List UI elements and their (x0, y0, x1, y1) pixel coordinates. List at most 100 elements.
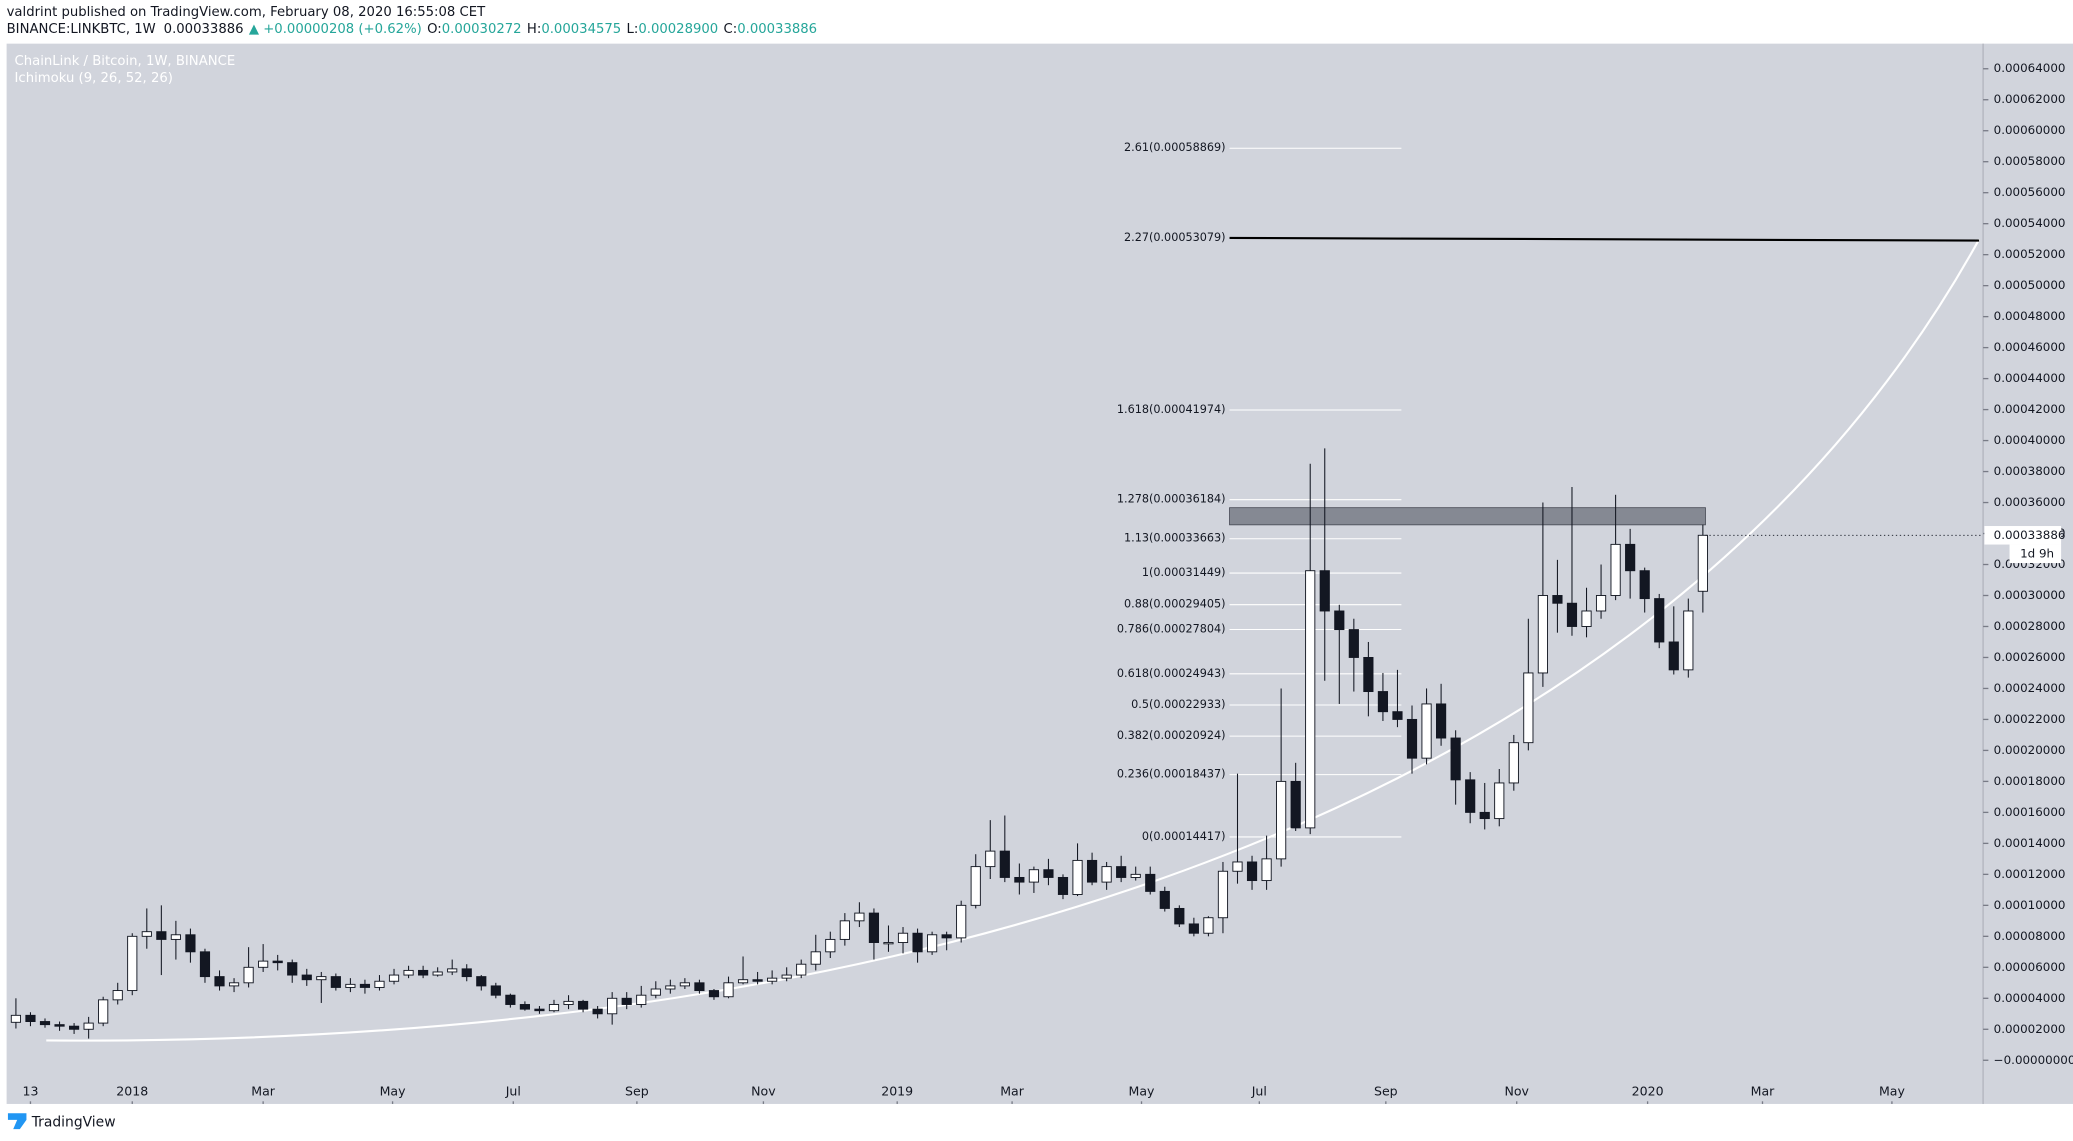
last-price-box (1984, 526, 2062, 545)
y-tick-label: −0.00000000 (1994, 1053, 2073, 1067)
candle-body (810, 951, 821, 965)
candle-body (854, 912, 865, 922)
x-tick-label: Nov (1504, 1084, 1529, 1099)
target-line (1229, 236, 1980, 242)
x-tick-label: 13 (22, 1084, 38, 1099)
candle-body (1101, 866, 1112, 883)
x-tick-label: 2019 (881, 1084, 913, 1099)
y-tick-label: 0.00056000 (1994, 185, 2066, 199)
candle-body (883, 942, 894, 945)
ohlc-key: L: (627, 22, 639, 37)
candle-body (1028, 869, 1039, 883)
candle-body (1421, 703, 1432, 759)
y-tick-label: 0.00048000 (1994, 309, 2066, 323)
candle-body (199, 951, 211, 978)
y-tick-label: 0.00052000 (1994, 247, 2066, 261)
candle-body (927, 934, 938, 953)
fib-label: 0.5(0.00022933) (1131, 698, 1225, 711)
candle-body (1494, 782, 1505, 820)
candle-body (301, 974, 312, 981)
candle-body (1174, 907, 1185, 925)
candle-body (723, 982, 734, 998)
y-tick-label: 0.00008000 (1994, 929, 2066, 943)
countdown: 1d 9h (2020, 546, 2054, 560)
candle-body (1246, 861, 1258, 882)
candle-body (490, 985, 501, 996)
y-tick-label: 0.00046000 (1994, 340, 2066, 354)
candle-body (737, 979, 749, 984)
candle-body (418, 969, 429, 976)
candle-body (1159, 890, 1170, 909)
candle-body (1057, 876, 1069, 895)
candle-body (548, 1004, 560, 1012)
symbol-line: BINANCE:LINKBTC, 1W 0.00033886 ▲ +0.000002… (7, 22, 818, 37)
last: 0.00033886 (164, 22, 244, 37)
candle-body (752, 979, 763, 982)
candle-body (156, 931, 167, 940)
y-tick-label: 0.00012000 (1994, 867, 2066, 881)
chart-title: ChainLink / Bitcoin, 1W, BINANCE (15, 54, 236, 69)
resistance-zone (1229, 507, 1706, 526)
y-tick-label: 0.00020000 (1994, 743, 2066, 757)
y-tick-label: 0.00022000 (1994, 712, 2066, 726)
candle-body (1610, 543, 1621, 596)
countdown-box (2009, 544, 2062, 564)
candle-body (127, 935, 138, 992)
candle-body (141, 931, 152, 937)
candle-body (1348, 629, 1359, 658)
x-tick-label: Jul (1251, 1084, 1267, 1099)
y-tick-label: 0.00040000 (1994, 433, 2066, 447)
x-tick-label: Mar (1000, 1084, 1025, 1099)
x-tick-label: May (380, 1084, 407, 1099)
candle-body (636, 994, 647, 1005)
candle-body (98, 999, 109, 1024)
candle-body (708, 990, 720, 998)
ohlc-key: C: (724, 22, 738, 37)
y-tick-label: 0.00028000 (1994, 619, 2066, 633)
candle-body (970, 866, 981, 906)
x-tick-label: Sep (625, 1084, 649, 1099)
y-tick-label: 0.00006000 (1994, 960, 2066, 974)
candle-body (25, 1014, 36, 1022)
y-tick-label: 0.00062000 (1994, 92, 2066, 106)
candle-body (1217, 870, 1229, 919)
ohlc-value: 0.00028900 (638, 22, 718, 37)
candle-body (1625, 543, 1636, 572)
candle-body (1639, 570, 1650, 600)
candle-body (243, 966, 254, 984)
candle-body (1406, 718, 1418, 759)
ohlc-key: O: (427, 22, 442, 37)
candle-body (621, 997, 632, 1005)
candle-body (1072, 859, 1083, 895)
candle-body (1523, 672, 1534, 744)
candle-body (519, 1004, 530, 1010)
candle-body (941, 934, 952, 939)
candle-body (10, 1014, 22, 1023)
ohlc-value: 0.00034575 (541, 22, 621, 37)
fib-label: 1.278(0.00036184) (1117, 493, 1226, 506)
symbol: BINANCE:LINKBTC, 1W (7, 22, 156, 37)
candle-body (1436, 703, 1447, 739)
x-tick-label: 2018 (116, 1084, 148, 1099)
candle-body (1319, 570, 1330, 612)
candle-body (1334, 610, 1345, 631)
candle-body (1508, 742, 1519, 784)
candle-body (1276, 780, 1287, 860)
candle-body (1552, 595, 1563, 604)
fib-label: 0.88(0.00029405) (1124, 598, 1226, 611)
candle-body (839, 920, 850, 940)
candle-body (694, 982, 705, 992)
y-tick-label: 0.00010000 (1994, 898, 2066, 912)
tradingview-logo (7, 1113, 27, 1130)
candle-body (272, 960, 283, 964)
candle-body (1450, 737, 1461, 781)
candle-body (447, 968, 458, 973)
candle-body (83, 1022, 94, 1030)
y-tick-label: 0.00050000 (1994, 278, 2066, 292)
candle-body (1537, 595, 1548, 674)
candle-body (1363, 657, 1374, 693)
candle-body (287, 962, 298, 976)
support-curve (46, 238, 1981, 1042)
